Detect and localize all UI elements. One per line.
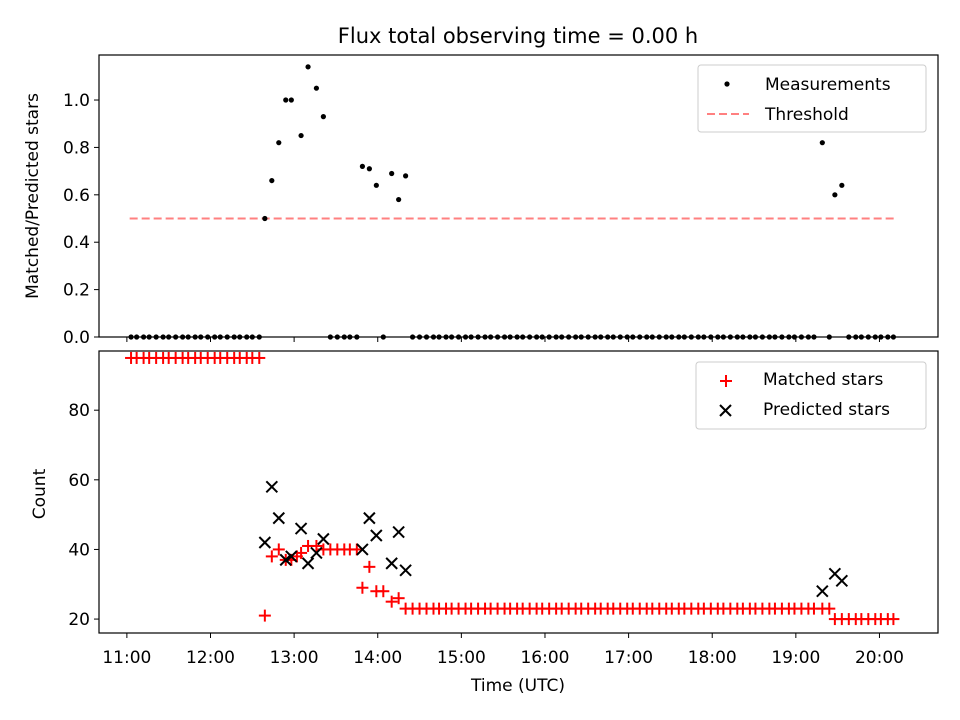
measurements-point	[839, 182, 845, 188]
measurements-point	[819, 140, 825, 146]
matched-stars-point	[377, 585, 390, 598]
matched-stars-point	[363, 560, 376, 573]
predicted-stars-point	[385, 557, 398, 570]
predicted-stars-point	[272, 511, 285, 525]
matched-stars-point	[258, 609, 271, 622]
top-legend-threshold-label: Threshold	[764, 105, 849, 125]
top-chart-title: Flux total observing time = 0.00 h	[338, 24, 698, 48]
predicted-stars-point	[301, 557, 315, 570]
bottom-chart-ylabel: Count	[30, 468, 50, 519]
matched-stars-point	[272, 543, 285, 556]
top-chart-legend: Measurements Threshold	[697, 64, 927, 133]
predicted-stars-point	[356, 543, 369, 556]
measurements-point	[403, 173, 409, 179]
bottom-ytick-label: 40	[68, 540, 90, 560]
measurements-point	[313, 85, 320, 91]
bottom-ytick-label: 60	[68, 471, 90, 491]
bottom-xtick-label: 17:00	[604, 648, 653, 668]
top-ytick-label: 1.0	[63, 91, 90, 111]
measurements-point	[373, 182, 379, 188]
predicted-stars-point	[285, 550, 298, 563]
bottom-xtick-label: 20:00	[855, 648, 904, 668]
bottom-chart-xlabel: Time (UTC)	[470, 676, 565, 696]
bottom-legend-matched-label: Matched stars	[763, 370, 883, 390]
bottom-legend-predicted-label: Predicted stars	[763, 400, 890, 420]
measurements-point	[298, 132, 304, 139]
matched-stars-point	[265, 550, 278, 563]
predicted-stars-point	[317, 532, 330, 546]
bottom-xtick-label: 13:00	[270, 648, 319, 668]
measurements-point	[288, 97, 294, 103]
matched-stars-point	[310, 539, 323, 552]
bottom-ytick-label: 80	[68, 401, 90, 421]
measurements-point	[389, 170, 395, 177]
matched-stars-point	[887, 613, 900, 626]
top-ytick-label: 0.2	[63, 281, 90, 301]
predicted-stars-point	[279, 553, 292, 567]
measurements-point	[283, 97, 289, 103]
predicted-stars-point	[310, 546, 323, 560]
bottom-xtick-label: 18:00	[688, 648, 737, 668]
predicted-stars-point	[363, 511, 376, 525]
bottom-xtick-label: 19:00	[771, 648, 820, 668]
predicted-stars-point	[370, 529, 383, 542]
bottom-xtick-label: 16:00	[520, 648, 569, 668]
matched-stars-point	[295, 546, 308, 559]
matched-stars-point	[253, 351, 266, 364]
top-legend-measurements-label: Measurements	[765, 75, 891, 95]
predicted-stars-point	[816, 585, 829, 598]
top-legend-measurements-marker	[724, 81, 730, 87]
measurements-point	[832, 192, 838, 198]
bottom-legend-predicted-marker	[719, 404, 732, 417]
bottom-xtick-label: 15:00	[437, 648, 486, 668]
top-chart-frame	[98, 54, 939, 338]
predicted-stars-point	[399, 564, 412, 577]
bottom-ytick-label: 20	[68, 610, 90, 630]
matched-stars-point	[356, 581, 369, 594]
predicted-stars-point	[392, 525, 405, 539]
top-ytick-label: 0.4	[63, 233, 90, 253]
measurements-point	[305, 64, 311, 70]
bottom-chart-axes: 11:00 12:00 13:00 14:00 15:00 16:00 17:00 18:00…	[68, 401, 904, 668]
measurements-point	[276, 140, 282, 146]
bottom-chart-frame	[98, 350, 939, 634]
top-ytick-label: 0.0	[63, 328, 90, 348]
top-chart-marks	[128, 64, 897, 340]
bottom-legend-box	[695, 361, 927, 430]
measurements-point	[262, 215, 268, 222]
predicted-stars-point	[265, 480, 279, 493]
top-legend-box	[697, 64, 927, 133]
bottom-chart-legend: Matched stars Predicted stars	[695, 361, 927, 430]
top-chart-ylabel: Matched/Predicted stars	[23, 93, 43, 299]
matched-stars-point	[392, 592, 405, 605]
bottom-xtick-label: 14:00	[353, 648, 402, 668]
predicted-stars-point	[294, 522, 308, 535]
top-chart-axes: 0.0 0.2 0.4 0.6 0.8 1.0	[63, 91, 880, 348]
top-chart-panel: Measurements Threshold 0.0 0.2 0.4 0.6 0.8 1.…	[23, 54, 939, 348]
top-ytick-label: 0.8	[63, 138, 90, 158]
matched-stars-point	[823, 602, 836, 615]
bottom-xtick-label: 11:00	[102, 648, 151, 668]
measurements-point	[396, 196, 402, 203]
matched-stars-point	[350, 543, 363, 556]
measurements-point	[269, 177, 275, 184]
measurements-point	[320, 114, 326, 120]
bottom-chart-panel: Matched stars Predicted stars 11:00 12:00…	[30, 350, 939, 696]
bottom-chart-marks	[125, 351, 900, 626]
predicted-stars-point	[835, 574, 849, 587]
bottom-xtick-label: 12:00	[186, 648, 235, 668]
predicted-stars-point	[258, 536, 272, 549]
measurements-point	[359, 163, 366, 169]
top-ytick-label: 0.6	[63, 186, 90, 206]
measurements-point	[366, 166, 372, 172]
bottom-legend-matched-marker	[720, 375, 732, 387]
matched-stars-point	[385, 595, 398, 608]
